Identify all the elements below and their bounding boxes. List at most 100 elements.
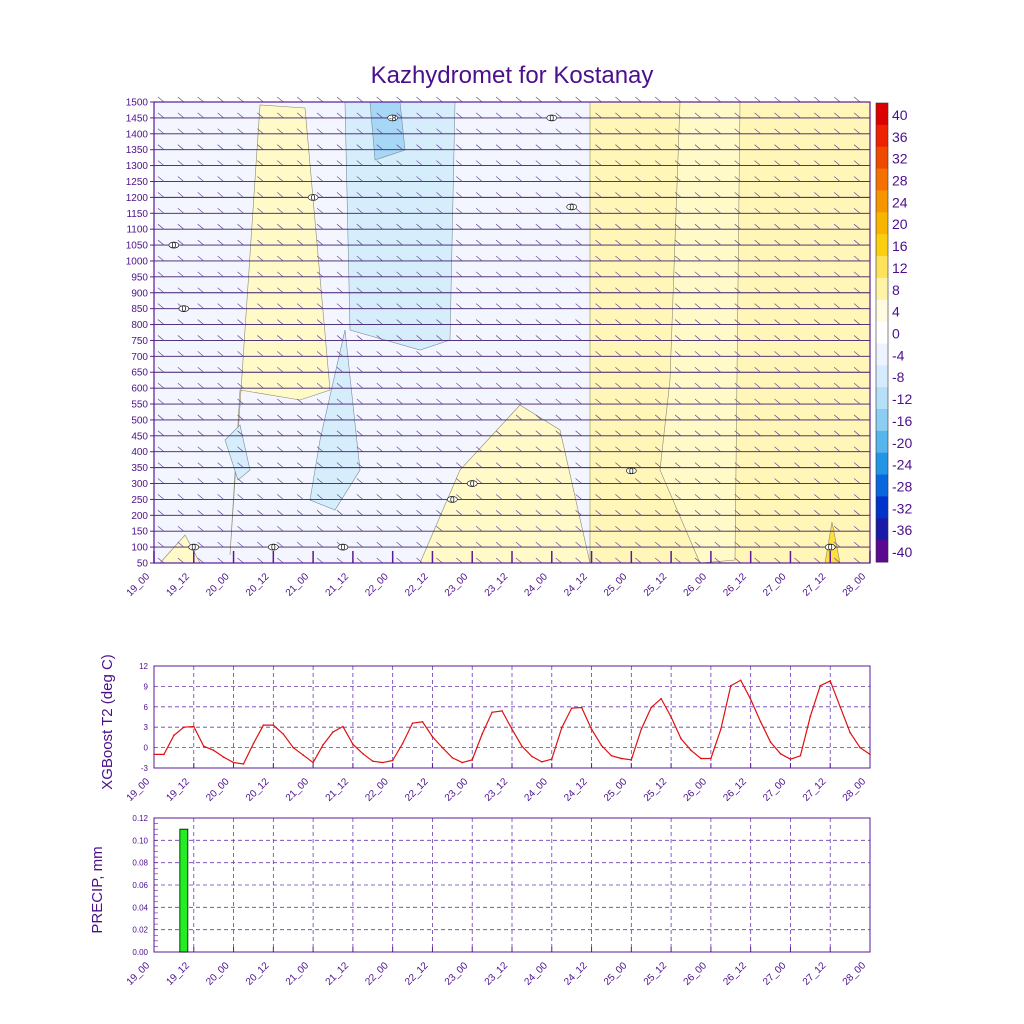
wind-barb: [515, 192, 523, 198]
wind-barb: [794, 462, 801, 468]
y-tick-label: 850: [131, 304, 148, 315]
wind-barb: [814, 208, 821, 214]
wind-barb: [257, 351, 264, 357]
wind-barb: [595, 366, 602, 373]
y-tick-label: 1350: [126, 145, 149, 156]
wind-barb: [495, 494, 503, 500]
wind-barb: [396, 223, 403, 230]
wind-barb: [257, 462, 264, 468]
wind-barb: [177, 525, 185, 532]
wind-barb: [814, 319, 821, 325]
wind-barb: [257, 398, 264, 405]
wind-barb: [635, 255, 642, 262]
wind-barb: [674, 176, 682, 182]
wind-barb: [257, 414, 264, 421]
wind-barb: [376, 255, 383, 262]
wind-barb: [754, 160, 761, 166]
wind-barb: [615, 303, 622, 309]
wind-barb: [774, 160, 781, 166]
wind-barb: [674, 398, 682, 405]
wind-barb: [495, 287, 503, 294]
wind-barb: [734, 271, 741, 278]
wind-barb: [754, 96, 761, 103]
wind-barb: [376, 351, 383, 357]
wind-barb: [157, 255, 165, 262]
wind-barb: [654, 382, 662, 389]
wind-barb: [257, 160, 264, 166]
wind-barb: [833, 351, 841, 357]
wind-barb: [416, 430, 423, 437]
wind-barb: [635, 414, 642, 421]
y-tick-label: 1050: [126, 241, 149, 252]
wind-barb: [197, 255, 204, 262]
y-tick-label: 1200: [126, 193, 149, 204]
wind-barb: [177, 335, 185, 341]
wind-barb: [475, 557, 483, 564]
wind-barb: [734, 112, 741, 119]
wind-barb: [754, 144, 761, 150]
wind-barb: [774, 478, 781, 484]
wind-barb: [814, 494, 821, 500]
t2-point: [481, 733, 483, 735]
wind-barb: [615, 366, 622, 373]
wind-barb: [694, 271, 702, 278]
wind-barb: [475, 96, 483, 103]
wind-barb: [217, 96, 224, 103]
wind-barb: [515, 144, 523, 150]
wind-barb: [257, 223, 264, 230]
wind-barb: [416, 255, 423, 262]
t2-point: [302, 754, 304, 756]
wind-barb: [495, 223, 503, 230]
wind-barb: [157, 96, 165, 103]
wind-barb: [416, 160, 423, 166]
wind-barb: [456, 335, 463, 341]
colorbar-swatch: [876, 190, 888, 213]
wind-barb: [833, 239, 841, 246]
wind-barb: [296, 414, 304, 421]
x-tick-label: 19_12: [164, 776, 192, 804]
x-tick-label: 21_00: [284, 960, 312, 988]
wind-barb: [376, 446, 383, 452]
wind-barb: [833, 223, 841, 230]
t2-point: [471, 759, 474, 761]
wind-barb: [316, 541, 324, 548]
t2-point: [212, 749, 215, 752]
wind-barb: [853, 208, 861, 214]
wind-barb: [257, 176, 264, 182]
wind-barb: [674, 366, 682, 373]
colorbar-label: -20: [892, 435, 912, 451]
y-tick-label: 0: [144, 744, 149, 753]
wind-barb: [217, 351, 224, 357]
x-tick-label: 25_12: [642, 960, 670, 988]
wind-barb: [436, 160, 443, 166]
x-tick-label: 19_00: [125, 960, 153, 988]
wind-barb: [694, 192, 702, 198]
wind-barb: [595, 192, 602, 198]
t2-point: [700, 757, 702, 760]
wind-barb: [217, 541, 224, 548]
wind-barb: [376, 303, 383, 309]
wind-barb: [635, 366, 642, 373]
wind-barb: [674, 192, 682, 198]
wind-barb: [416, 446, 423, 452]
wind-barb: [714, 287, 722, 294]
wind-barb: [635, 223, 642, 230]
wind-barb: [396, 462, 403, 468]
wind-barb: [754, 478, 761, 484]
wind-barb: [833, 414, 841, 421]
wind-barb: [316, 287, 324, 294]
wind-barb: [277, 96, 284, 103]
x-tick-label: 21_12: [324, 960, 352, 988]
wind-barb: [316, 335, 324, 341]
wind-barb: [495, 462, 503, 468]
wind-barb: [595, 398, 602, 405]
wind-barb: [555, 287, 562, 294]
t2-point: [620, 757, 623, 760]
wind-barb: [515, 303, 523, 309]
wind-barb: [396, 303, 403, 309]
wind-barb: [814, 366, 821, 373]
wind-barb: [495, 366, 503, 373]
wind-barb: [654, 494, 662, 500]
t2-point: [381, 761, 384, 764]
wind-barb: [157, 446, 165, 452]
